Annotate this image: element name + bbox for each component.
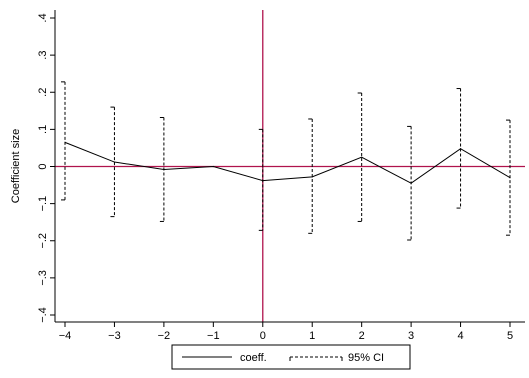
y-axis-title: Coefficient size: [10, 129, 22, 203]
x-tick-label: −2: [158, 330, 171, 342]
y-tick-label: −.4: [37, 307, 49, 323]
x-tick-label: −3: [108, 330, 121, 342]
y-tick-label: 0: [37, 163, 49, 169]
x-tick-label: 0: [260, 330, 266, 342]
x-tick-label: −1: [207, 330, 220, 342]
y-tick-label: −.3: [37, 270, 49, 286]
y-tick-label: .2: [37, 88, 49, 97]
coeff-point: [262, 180, 264, 182]
coeff-line: [64, 141, 511, 184]
x-tick-label: −4: [59, 330, 72, 342]
legend: coeff. 95% CI: [171, 344, 411, 370]
y-tick-label: .3: [37, 51, 49, 60]
legend-coeff-label: coeff.: [240, 352, 267, 364]
y-tick-label: −.2: [37, 233, 49, 249]
coeff-point: [410, 182, 412, 184]
plot-area: [55, 10, 525, 322]
axes: −.4 −.3 −.2 −.1 0 .1 .2 .3 .4 −4 −3 −2 −1 0 1 2 3 4 5: [37, 10, 525, 342]
coeff-point: [459, 148, 462, 150]
coeff-point: [311, 176, 313, 178]
coeff-point: [509, 177, 511, 179]
x-tick-label: 1: [309, 330, 315, 342]
x-tick-label: 2: [359, 330, 365, 342]
coeff-point: [163, 168, 165, 171]
coeff-point: [212, 165, 214, 168]
coeff-point: [361, 156, 363, 158]
y-tick-label: −.1: [37, 196, 49, 212]
legend-ci-label: 95% CI: [348, 352, 384, 364]
coeff-point: [64, 141, 66, 143]
coeff-point: [113, 161, 116, 163]
y-tick-label: .4: [37, 13, 49, 22]
x-tick-label: 3: [408, 330, 414, 342]
y-tick-label: .1: [37, 125, 49, 134]
x-tick-label: 5: [507, 330, 513, 342]
x-tick-label: 4: [457, 330, 463, 342]
